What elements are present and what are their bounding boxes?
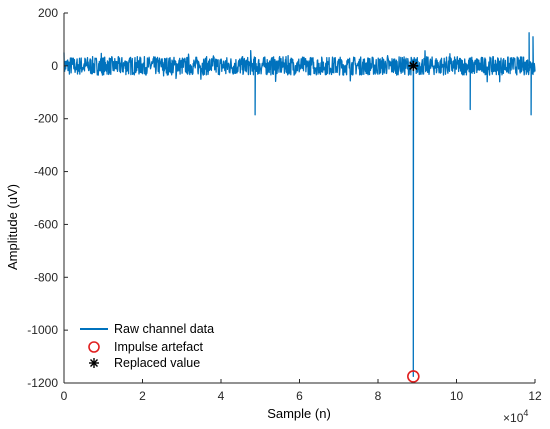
x-tick-label: 8 xyxy=(375,389,382,403)
y-tick-label: 0 xyxy=(51,59,58,73)
x-multiplier-prefix: × xyxy=(503,411,510,425)
y-tick-label: 200 xyxy=(38,6,58,20)
y-ticks: 200 0 -200 -400 -600 -800 -1000 -1200 xyxy=(27,6,68,390)
x-tick-label: 4 xyxy=(218,389,225,403)
replaced-value-marker xyxy=(408,60,419,71)
replaced-value-stroke xyxy=(409,61,418,71)
legend-marker-replaced xyxy=(89,358,99,368)
y-tick-label: -1200 xyxy=(27,376,58,390)
x-multiplier-exponent: 4 xyxy=(523,408,528,418)
x-tick-label: 2 xyxy=(139,389,146,403)
y-tick-label: -600 xyxy=(34,217,58,231)
legend-label-replaced: Replaced value xyxy=(114,356,200,370)
x-axis-multiplier: ×104 xyxy=(503,408,528,425)
x-tick-label: 6 xyxy=(296,389,303,403)
plot-area xyxy=(63,32,536,383)
x-tick-label: 10 xyxy=(450,389,464,403)
x-axis-title: Sample (n) xyxy=(267,406,331,421)
x-tick-label: 12 xyxy=(528,389,542,403)
legend: Raw channel data Impulse artefact Replac… xyxy=(80,322,214,370)
raw-channel-line xyxy=(63,32,536,378)
x-tick-label: 0 xyxy=(61,389,68,403)
y-tick-label: -200 xyxy=(34,112,58,126)
y-tick-label: -800 xyxy=(34,270,58,284)
legend-label-impulse: Impulse artefact xyxy=(114,340,203,354)
x-multiplier-base: 10 xyxy=(510,411,524,425)
legend-label-raw: Raw channel data xyxy=(114,322,214,336)
y-tick-label: -1000 xyxy=(27,323,58,337)
y-tick-label: -400 xyxy=(34,165,58,179)
legend-marker-impulse xyxy=(88,341,100,353)
x-ticks: 0 2 4 6 8 10 12 xyxy=(61,379,542,403)
y-axis-title: Amplitude (uV) xyxy=(5,184,20,270)
impulse-artefact-marker xyxy=(407,370,420,383)
